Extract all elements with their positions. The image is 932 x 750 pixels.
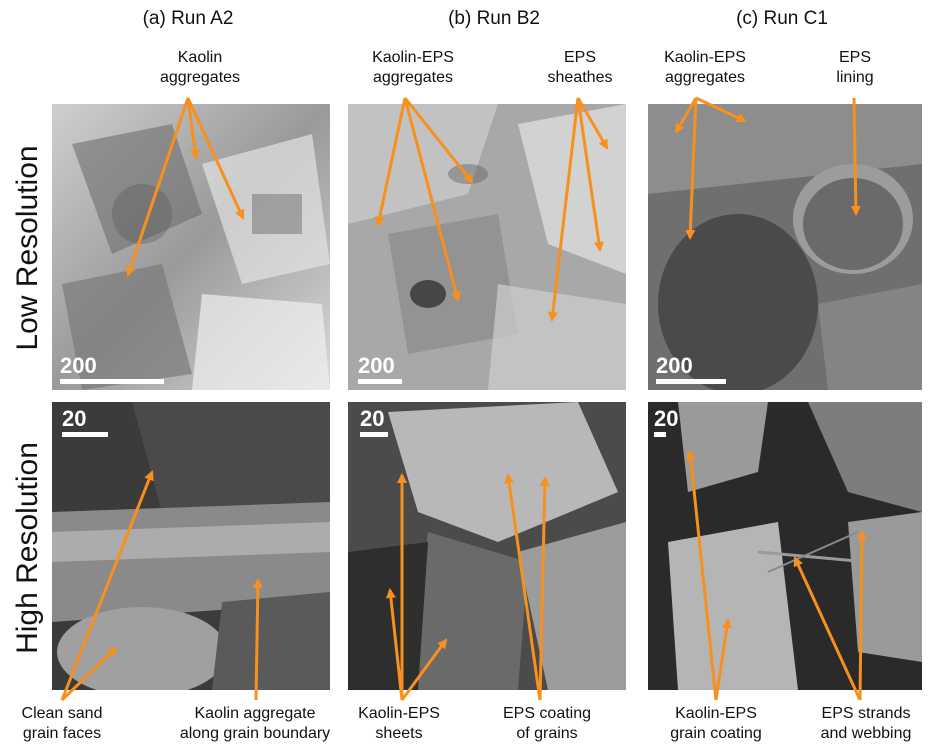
annotation-kaolin-eps-aggregates-b: Kaolin-EPS aggregates: [372, 49, 454, 86]
scale-bar-label: 20: [360, 406, 385, 431]
annotation-eps-coating-grains: EPS coating of grains: [502, 705, 592, 742]
scale-bar-line: [62, 432, 108, 437]
annotation-kaolin-aggregates: Kaolin aggregates: [159, 49, 241, 86]
sem-panel-a-high: [52, 402, 330, 690]
scale-bar-c-low: 200: [656, 355, 726, 384]
scale-bar-b-low: 200: [358, 355, 402, 384]
sem-panel-c-low: [648, 104, 922, 390]
scale-bar-b-high: 20: [360, 408, 388, 437]
scale-bar-line: [358, 379, 402, 384]
column-title-b: (b) Run B2: [448, 8, 540, 29]
annotation-kaolin-eps-aggregates-c: Kaolin-EPS aggregates: [664, 49, 746, 86]
scale-bar-label: 200: [358, 353, 395, 378]
column-title-a: (a) Run A2: [142, 8, 234, 29]
annotation-kaolin-aggregate-boundary: Kaolin aggregate along grain boundary: [179, 705, 331, 742]
scale-bar-line: [656, 379, 726, 384]
row-label-low: Low Resolution: [11, 145, 44, 351]
row-label-high: High Resolution: [11, 442, 44, 654]
annotation-eps-lining: EPS lining: [836, 49, 874, 86]
sem-panel-b-low: [348, 104, 626, 390]
scale-bar-label: 20: [62, 406, 87, 431]
scale-bar-line: [60, 379, 164, 384]
sem-panel-c-high: [648, 402, 922, 690]
annotation-kaolin-eps-grain-coating: Kaolin-EPS grain coating: [670, 705, 762, 742]
scale-bar-line: [360, 432, 388, 437]
scale-bar-label: 200: [656, 353, 693, 378]
annotation-eps-strands-webbing: EPS strands and webbing: [820, 705, 912, 742]
column-title-c: (c) Run C1: [736, 8, 828, 29]
scale-bar-a-low: 200: [60, 355, 164, 384]
annotation-clean-sand-grain-faces: Clean sand grain faces: [21, 705, 103, 742]
annotation-eps-sheathes: EPS sheathes: [547, 49, 613, 86]
scale-bar-label: 20: [654, 406, 679, 431]
annotation-kaolin-eps-sheets: Kaolin-EPS sheets: [358, 705, 440, 742]
scale-bar-a-high: 20: [62, 408, 108, 437]
scale-bar-line: [654, 432, 666, 437]
sem-panel-a-low: [52, 104, 330, 390]
scale-bar-c-high: 20: [654, 408, 678, 437]
scale-bar-label: 200: [60, 353, 97, 378]
sem-panel-b-high: [348, 402, 626, 690]
